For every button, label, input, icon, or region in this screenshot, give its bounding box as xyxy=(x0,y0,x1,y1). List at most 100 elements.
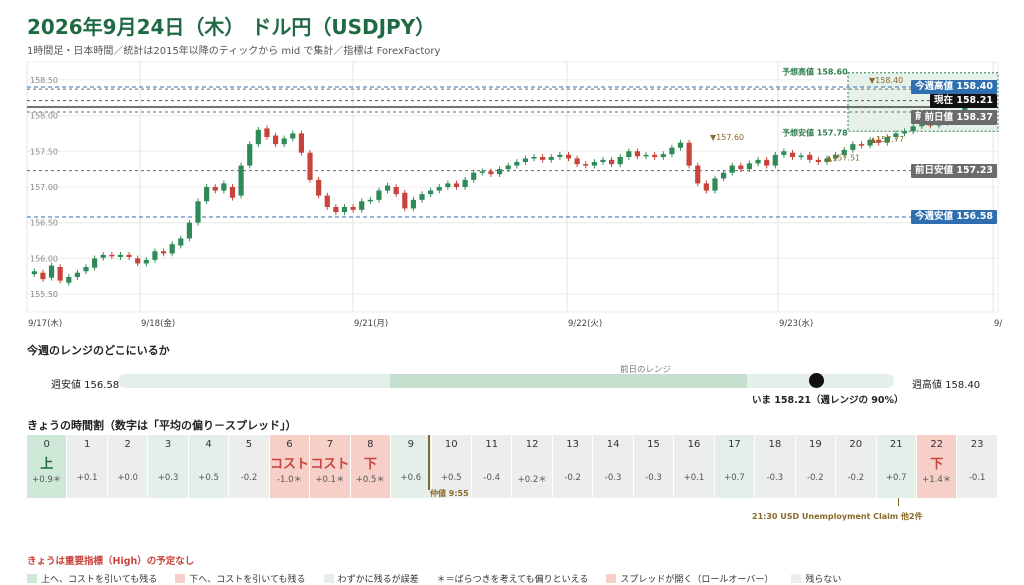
hour-number: 7 xyxy=(326,439,334,450)
hour-value: +0.7 xyxy=(885,473,907,483)
hour-number: 12 xyxy=(525,439,539,450)
hour-number: 11 xyxy=(485,439,499,450)
candle-body xyxy=(48,265,55,278)
candle-body xyxy=(238,165,244,196)
candle-body xyxy=(290,133,296,139)
forecast-high-label: 予想高値 158.60 xyxy=(782,67,848,77)
candle-body xyxy=(574,158,580,165)
candle-body xyxy=(608,159,615,165)
candle-body xyxy=(910,126,916,132)
level-tag-now: 現在 158.21 xyxy=(930,93,997,108)
candle-body xyxy=(410,199,417,209)
candle-body xyxy=(212,187,218,191)
hour-value: -0.2 xyxy=(807,473,824,483)
candle-body xyxy=(402,192,408,209)
legend-swatch xyxy=(27,574,37,583)
hour-value: +0.1 xyxy=(76,473,98,483)
hour-value: +0.2＊ xyxy=(517,475,547,485)
candle-body xyxy=(341,207,348,212)
legend-item: スプレッドが開く（ロールオーバー） xyxy=(606,572,773,585)
legend-swatch xyxy=(323,574,334,583)
hour-number: 1 xyxy=(83,439,91,450)
legend-item: 上へ、コストを引いても残る xyxy=(27,572,157,585)
fix-marker-line xyxy=(428,435,430,490)
candle-body xyxy=(393,187,399,195)
hour-badge: 上 xyxy=(40,457,54,472)
hour-cell-8: 8 下 +0.5＊ xyxy=(350,435,392,498)
candle-body xyxy=(419,194,425,200)
legend-item: 下へ、コストを引いても残る xyxy=(175,572,306,585)
hour-value: +0.1＊ xyxy=(315,475,345,485)
candle-body xyxy=(255,129,261,145)
candle-body xyxy=(867,139,873,146)
candle-body xyxy=(195,201,201,223)
hour-cell-15: 15 -0.3 xyxy=(633,435,675,498)
x-tick-label: 9/18(金) xyxy=(141,318,175,329)
page-subtitle: 1時間足・日本時間／統計は2015年以降のティックから mid で集計／指標は … xyxy=(27,46,441,57)
range-section-title: 今週のレンジのどこにいるか xyxy=(27,344,170,357)
candle-body xyxy=(746,163,753,170)
hour-number: 23 xyxy=(970,439,984,450)
hour-number: 14 xyxy=(606,439,620,450)
candle-body xyxy=(333,207,339,212)
legend-label: ＊＝ばらつきを考えても偏りといえる xyxy=(436,575,589,585)
level-tag-day: 前日安値 157.23 xyxy=(911,163,997,178)
candle-body xyxy=(617,157,623,165)
candle-body xyxy=(565,154,572,159)
candle-body xyxy=(359,201,365,210)
candle-body xyxy=(884,137,890,143)
y-tick-label: 158.50 xyxy=(30,76,58,85)
hour-badge: コスト xyxy=(310,457,350,472)
legend-swatch xyxy=(175,574,186,583)
hour-cell-10: 10 +0.5 xyxy=(431,435,472,498)
candle-body xyxy=(367,199,373,202)
candle-body xyxy=(135,258,141,264)
hour-cell-2: 2 +0.0 xyxy=(107,435,149,498)
candle-body xyxy=(143,259,149,264)
hour-cell-16: 16 +0.1 xyxy=(674,435,715,498)
hour-value: +0.0 xyxy=(117,473,138,483)
candle-body xyxy=(781,151,787,155)
hour-cell-9: 9 +0.6 xyxy=(391,435,432,498)
candle-body xyxy=(453,183,460,187)
legend-swatch xyxy=(606,574,617,583)
candle-body xyxy=(807,154,813,160)
hour-number: 13 xyxy=(566,439,579,450)
candle-body xyxy=(643,154,649,157)
hour-value: +1.4＊ xyxy=(922,475,952,485)
hour-cell-0: 0 上 +0.9＊ xyxy=(27,435,68,498)
level-tag-day: 前日値 158.37 xyxy=(920,111,997,126)
candle-body xyxy=(548,157,554,160)
candle-body xyxy=(66,277,72,283)
candle-body xyxy=(92,258,98,268)
candle-body xyxy=(31,271,37,275)
candle-body xyxy=(169,244,175,254)
price-annotation: ▲157.77 xyxy=(870,135,904,144)
level-tag-week: 今週安値 156.58 xyxy=(911,210,997,224)
candle-body xyxy=(815,159,821,162)
hour-value: +0.9＊ xyxy=(32,475,62,485)
legend-label: 残らない xyxy=(805,575,842,585)
hour-value: -0.1 xyxy=(968,473,986,483)
candle-body xyxy=(471,172,477,180)
hour-value: +0.3 xyxy=(157,473,179,483)
candle-body xyxy=(436,187,442,191)
candle-body xyxy=(126,254,132,257)
candle-body xyxy=(186,222,192,239)
hour-number: 15 xyxy=(647,439,660,450)
level-tag-week: 今週高値 158.40 xyxy=(911,80,997,94)
candle-body xyxy=(264,128,270,137)
hour-cell-22: 22 下 +1.4＊ xyxy=(916,435,958,498)
candle-body xyxy=(893,133,899,137)
hour-number: 19 xyxy=(808,439,822,450)
candle-body xyxy=(540,157,546,160)
hour-value: +0.5 xyxy=(440,473,462,483)
hour-number: 21 xyxy=(889,439,903,450)
candle-body xyxy=(626,151,632,157)
price-chart: 158.50 158.00 157.50 157.00 156.50 156.00 155.… xyxy=(26,61,1002,329)
candle-body xyxy=(720,172,727,179)
hour-cell-7: 7 コスト +0.1＊ xyxy=(310,435,351,498)
candle-body xyxy=(178,238,184,246)
legend-item: ＊＝ばらつきを考えても偏りといえる xyxy=(437,572,589,585)
y-tick-label: 156.00 xyxy=(30,254,58,263)
